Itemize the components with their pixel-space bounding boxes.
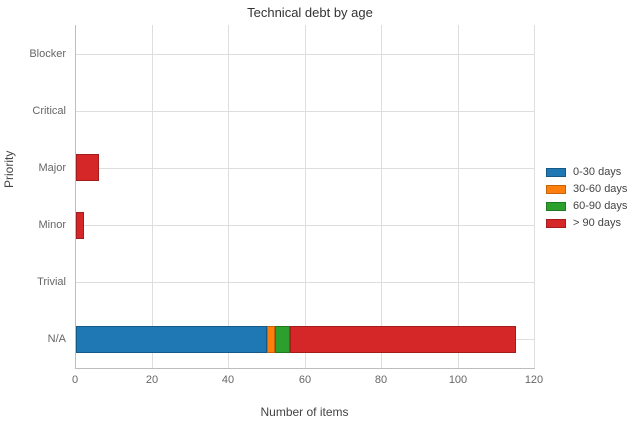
x-tick-label: 20 xyxy=(145,374,159,386)
x-tick-label: 100 xyxy=(448,374,468,386)
bar-segment xyxy=(76,326,268,353)
legend-swatch xyxy=(546,202,566,211)
chart-title: Technical debt by age xyxy=(247,5,373,20)
legend-item: 60-90 days xyxy=(546,198,627,215)
y-tick-label: N/A xyxy=(47,333,66,345)
vertical-gridline xyxy=(305,25,306,368)
bar-segment xyxy=(76,212,84,239)
legend-swatch xyxy=(546,219,566,228)
y-tick-label: Major xyxy=(38,162,66,174)
y-tick-label: Critical xyxy=(32,105,66,117)
vertical-gridline xyxy=(152,25,153,368)
y-tick-label: Trivial xyxy=(37,276,66,288)
legend-label: > 90 days xyxy=(573,217,622,229)
vertical-gridline xyxy=(381,25,382,368)
vertical-gridline xyxy=(228,25,229,368)
legend-swatch xyxy=(546,185,566,194)
legend-item: 0-30 days xyxy=(546,164,627,181)
y-tick-label: Blocker xyxy=(29,48,66,60)
x-tick-label: 40 xyxy=(221,374,235,386)
bar-segment xyxy=(267,326,275,353)
plot-area xyxy=(75,25,535,369)
x-tick-label: 60 xyxy=(298,374,312,386)
bar-segment xyxy=(290,326,516,353)
vertical-gridline xyxy=(458,25,459,368)
x-axis-label: Number of items xyxy=(260,405,349,419)
horizontal-gridline xyxy=(76,225,535,226)
legend-label: 60-90 days xyxy=(573,200,628,212)
horizontal-gridline xyxy=(76,168,535,169)
x-tick-label: 120 xyxy=(524,374,544,386)
legend-item: > 90 days xyxy=(546,215,627,232)
horizontal-gridline xyxy=(76,54,535,55)
vertical-gridline xyxy=(534,25,535,368)
horizontal-gridline xyxy=(76,282,535,283)
x-tick-label: 80 xyxy=(374,374,388,386)
horizontal-gridline xyxy=(76,111,535,112)
legend-swatch xyxy=(546,168,566,177)
bar-segment xyxy=(76,154,99,181)
legend: 0-30 days 30-60 days 60-90 days > 90 days xyxy=(546,164,627,232)
legend-item: 30-60 days xyxy=(546,181,627,198)
bar-segment xyxy=(274,326,291,353)
x-tick-label: 0 xyxy=(71,374,79,386)
legend-label: 30-60 days xyxy=(573,183,628,195)
y-tick-label: Minor xyxy=(38,219,66,231)
legend-label: 0-30 days xyxy=(573,166,622,178)
